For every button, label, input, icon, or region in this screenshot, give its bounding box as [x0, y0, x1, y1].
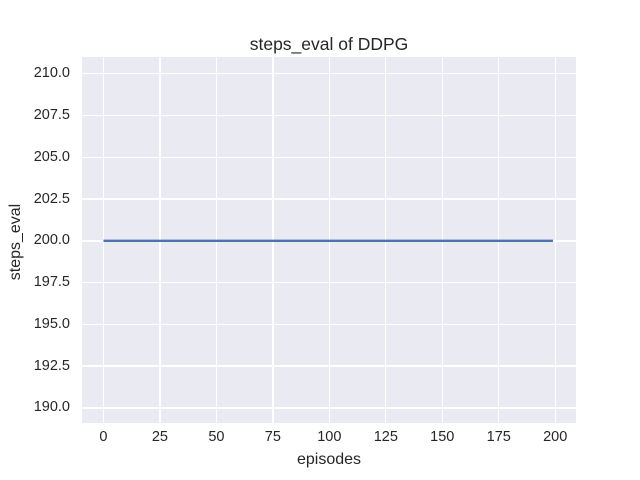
y-tick-label: 197.5: [33, 274, 70, 291]
vertical-gridline: [102, 57, 105, 423]
horizontal-gridline: [82, 73, 576, 75]
plot-area: [82, 57, 576, 423]
horizontal-gridline: [82, 198, 576, 200]
x-tick-label: 175: [486, 429, 511, 445]
x-tick-label: 0: [99, 429, 108, 445]
y-tick-label: 190.0: [33, 399, 70, 416]
horizontal-gridline: [82, 407, 576, 409]
horizontal-gridline: [82, 114, 576, 117]
x-tick-label: 100: [317, 429, 342, 445]
x-tick-label: 150: [430, 429, 455, 445]
x-tick-label: 75: [264, 429, 281, 445]
x-axis-label: episodes: [296, 451, 362, 468]
y-tick-label: 192.5: [33, 357, 70, 374]
y-tick-label: 202.5: [33, 190, 70, 207]
horizontal-gridline: [82, 323, 576, 326]
x-tick-label: 50: [208, 429, 225, 445]
y-tick-label: 210.0: [33, 65, 70, 82]
x-tick-label: 25: [151, 429, 168, 445]
horizontal-gridline: [82, 281, 576, 284]
x-tick-label: 125: [373, 429, 398, 445]
y-tick-label: 207.5: [33, 106, 70, 123]
vertical-gridline: [554, 57, 556, 423]
y-tick-label: 200.0: [33, 232, 70, 249]
series-plot: [103, 239, 553, 243]
y-tick-label: 195.0: [33, 315, 70, 332]
horizontal-gridline: [82, 156, 576, 158]
y-tick-label: 205.0: [33, 148, 70, 165]
horizontal-gridline: [82, 365, 576, 367]
chart-title: steps_eval of DDPG: [249, 34, 409, 54]
x-tick-label: 200: [543, 429, 568, 445]
